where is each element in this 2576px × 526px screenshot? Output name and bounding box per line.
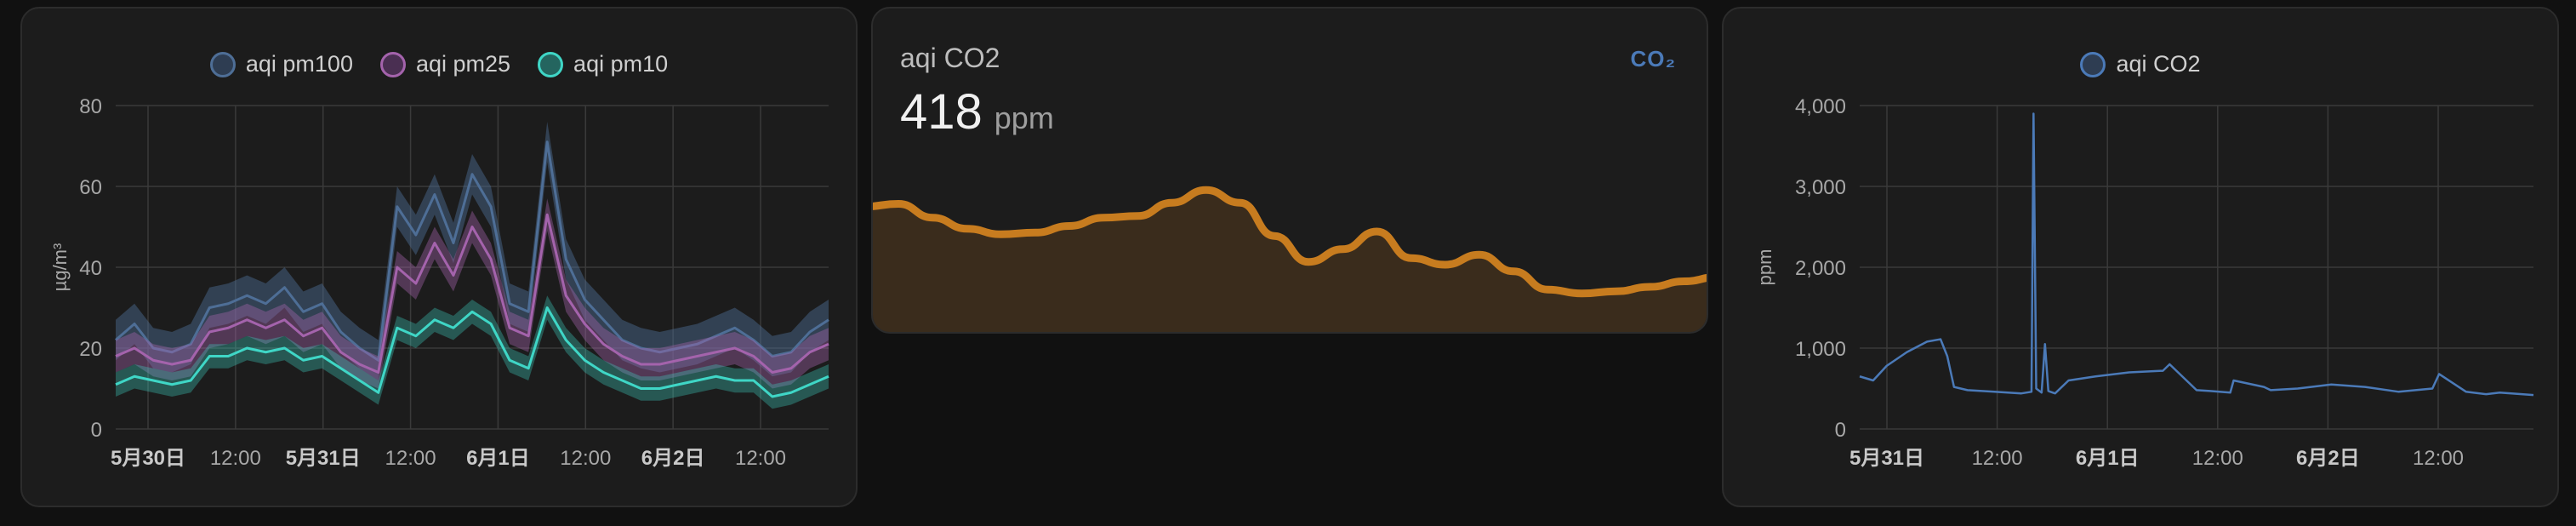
aqi-chart[interactable]: 0 20 40 60 80 5月30日 12:00 5月31日 12:00 6月1日 12:00 6月… — [22, 9, 858, 507]
series-co2-line — [1859, 112, 2534, 397]
x-tick-label: 12:00 — [385, 447, 436, 470]
legend-label-pm100: aqi pm100 — [245, 51, 353, 77]
y-tick-label: 40 — [79, 257, 102, 280]
sensor-value: 418 — [900, 84, 983, 140]
co2-history-chart[interactable]: 0 1,000 2,000 3,000 4,000 5月31日 12:00 6月1日 12:00… — [1724, 9, 2559, 507]
x-tick-label: 12:00 — [560, 447, 611, 470]
x-tick-label: 5月31日 — [1849, 447, 1924, 470]
y-tick-label: 4,000 — [1795, 95, 1846, 118]
aqi-history-card[interactable]: aqi pm100 aqi pm25 aqi pm10 0 20 40 60 80 5月3… — [20, 7, 858, 507]
x-tick-label: 12:00 — [1972, 447, 2023, 470]
legend-label-co2: aqi CO2 — [2116, 51, 2201, 77]
x-tick-label: 5月30日 — [111, 447, 185, 470]
x-tick-label: 12:00 — [210, 447, 261, 470]
y-tick-label: 20 — [79, 338, 102, 361]
legend-label-pm10: aqi pm10 — [573, 51, 669, 77]
sensor-reading: 418 ppm — [900, 83, 1054, 140]
sensor-name: aqi CO2 — [900, 43, 1000, 73]
sensor-unit: ppm — [994, 100, 1054, 135]
y-tick-label: 3,000 — [1795, 176, 1846, 199]
x-tick-label: 12:00 — [2413, 447, 2464, 470]
series-pm25-band — [116, 198, 829, 389]
y-axis-label: µg/m³ — [49, 243, 71, 292]
legend-item-pm100[interactable]: aqi pm100 — [209, 51, 353, 77]
y-tick-label: 80 — [79, 95, 102, 118]
y-tick-label: 0 — [91, 419, 102, 442]
series-pm100-line — [115, 140, 829, 362]
x-tick-label: 6月2日 — [641, 447, 705, 470]
series-pm100-band — [116, 122, 829, 380]
x-tick-label: 6月1日 — [2076, 447, 2140, 470]
legend-item-pm25[interactable]: aqi pm25 — [379, 51, 511, 77]
co2-icon: CO₂ — [1630, 46, 1676, 71]
y-axis-label: ppm — [1754, 249, 1775, 286]
legend-label-pm25: aqi pm25 — [415, 51, 511, 77]
x-tick-label: 6月1日 — [466, 447, 530, 470]
y-tick-label: 0 — [1835, 419, 1846, 442]
x-tick-label: 12:00 — [2192, 447, 2243, 470]
co2-sensor-card[interactable]: aqi CO2 418 ppm CO₂ — [871, 7, 1708, 334]
x-tick-label: 5月31日 — [286, 447, 361, 470]
legend-swatch-pm25 — [379, 51, 406, 77]
legend-item-pm10[interactable]: aqi pm10 — [538, 51, 668, 77]
series-pm25-line — [115, 213, 829, 374]
co2-sparkline-line — [873, 186, 1707, 298]
chart-legend: aqi pm100 aqi pm25 aqi pm10 — [22, 51, 856, 77]
chart-legend: aqi CO2 — [1724, 51, 2557, 77]
co2-sparkline — [873, 186, 1707, 332]
series-pm10-band — [116, 295, 829, 409]
series-pm10-line — [115, 306, 829, 398]
y-tick-label: 60 — [79, 176, 102, 199]
x-tick-label: 12:00 — [735, 447, 786, 470]
legend-swatch-co2 — [2080, 51, 2106, 77]
y-tick-label: 2,000 — [1795, 257, 1846, 280]
x-tick-label: 6月2日 — [2296, 447, 2360, 470]
co2-history-card[interactable]: aqi CO2 0 1,000 2,000 3,000 4,000 5月31日 12:00 6… — [1722, 7, 2559, 507]
legend-swatch-pm10 — [538, 51, 564, 77]
legend-item-co2[interactable]: aqi CO2 — [2080, 51, 2201, 77]
co2-sparkline-fill — [873, 190, 1707, 332]
y-tick-label: 1,000 — [1795, 338, 1846, 361]
legend-swatch-pm100 — [209, 51, 236, 77]
